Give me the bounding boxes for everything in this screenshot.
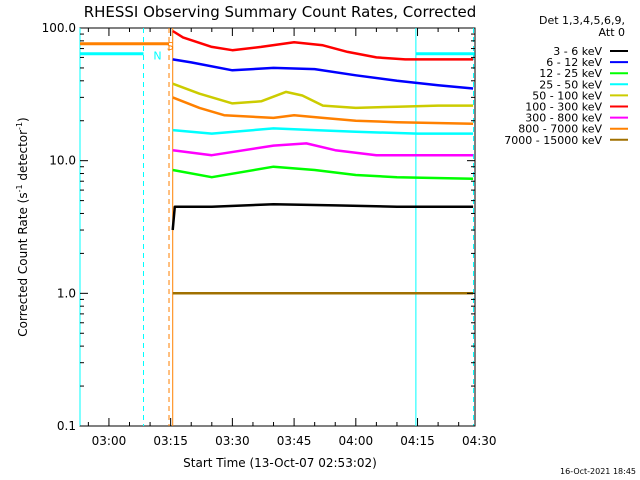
series-line xyxy=(172,29,474,61)
series-line xyxy=(172,82,474,110)
legend-header-line2: Att 0 xyxy=(599,26,625,39)
x-tick-label: 03:00 xyxy=(92,434,127,448)
series-line xyxy=(172,96,474,125)
series-line xyxy=(172,142,474,157)
x-tick-label: 04:00 xyxy=(339,434,374,448)
series-line xyxy=(171,202,474,231)
legend-entry-label: 100 - 300 keV xyxy=(525,101,602,114)
x-axis-label: Start Time (13-Oct-07 02:53:02) xyxy=(183,456,377,470)
x-tick-label: 03:30 xyxy=(215,434,250,448)
legend-entry-label: 12 - 25 keV xyxy=(539,67,602,80)
y-axis-label: Corrected Count Rate (s-1 detector-1) xyxy=(15,117,30,336)
legend-entry-label: 300 - 800 keV xyxy=(525,112,602,125)
y-tick-label: 0.1 xyxy=(57,419,76,433)
x-tick-label: 04:30 xyxy=(462,434,497,448)
y-tick-label: 1.0 xyxy=(57,286,76,300)
x-tick-label: 04:15 xyxy=(400,434,435,448)
series-line xyxy=(172,165,474,181)
legend-entry-label: 7000 - 15000 keV xyxy=(504,134,602,147)
flag-label: N xyxy=(153,50,161,63)
legend-entry-label: 50 - 100 keV xyxy=(532,89,602,102)
axes: 100.0 10.0 1.0 0.1 03:00 03:15 03:30 03:45 04:00… xyxy=(42,21,497,448)
x-tick-label: 03:45 xyxy=(277,434,312,448)
footer-date: 16-Oct-2021 18:45 xyxy=(560,467,636,476)
x-tick-label: 03:15 xyxy=(153,434,188,448)
legend-entry-label: 800 - 7000 keV xyxy=(518,123,602,136)
chart-title: RHESSI Observing Summary Count Rates, Co… xyxy=(84,3,477,21)
series-line xyxy=(172,127,474,135)
legend-entry-label: 6 - 12 keV xyxy=(546,56,602,69)
series-line xyxy=(172,58,474,90)
legend-entry-label: 3 - 6 keV xyxy=(553,45,602,58)
y-tick-label: 100.0 xyxy=(42,21,76,35)
plot-area: NS xyxy=(79,28,475,426)
flag-label: S xyxy=(167,40,174,53)
y-tick-label: 10.0 xyxy=(49,154,76,168)
legend-entry-label: 25 - 50 keV xyxy=(539,78,602,91)
legend-header-line1: Det 1,3,4,5,6,9, xyxy=(539,14,625,27)
